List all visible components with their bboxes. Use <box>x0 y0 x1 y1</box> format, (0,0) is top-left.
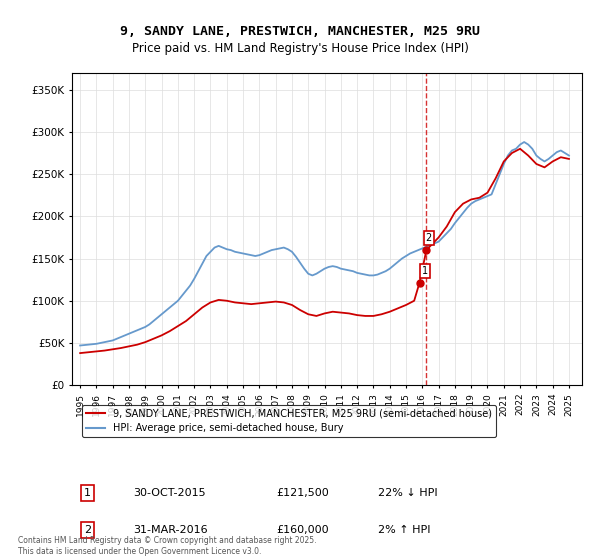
Text: £121,500: £121,500 <box>276 488 329 498</box>
Text: Contains HM Land Registry data © Crown copyright and database right 2025.
This d: Contains HM Land Registry data © Crown c… <box>18 536 317 556</box>
Text: 2: 2 <box>426 234 432 244</box>
Text: Price paid vs. HM Land Registry's House Price Index (HPI): Price paid vs. HM Land Registry's House … <box>131 42 469 55</box>
Text: £160,000: £160,000 <box>276 525 329 535</box>
Text: 1: 1 <box>422 266 428 276</box>
Text: 2% ↑ HPI: 2% ↑ HPI <box>378 525 431 535</box>
Text: 2: 2 <box>84 525 91 535</box>
Text: 22% ↓ HPI: 22% ↓ HPI <box>378 488 437 498</box>
Text: 31-MAR-2016: 31-MAR-2016 <box>133 525 208 535</box>
Text: 30-OCT-2015: 30-OCT-2015 <box>133 488 206 498</box>
Text: 1: 1 <box>84 488 91 498</box>
Text: 9, SANDY LANE, PRESTWICH, MANCHESTER, M25 9RU: 9, SANDY LANE, PRESTWICH, MANCHESTER, M2… <box>120 25 480 38</box>
Legend: 9, SANDY LANE, PRESTWICH, MANCHESTER, M25 9RU (semi-detached house), HPI: Averag: 9, SANDY LANE, PRESTWICH, MANCHESTER, M2… <box>82 404 496 437</box>
